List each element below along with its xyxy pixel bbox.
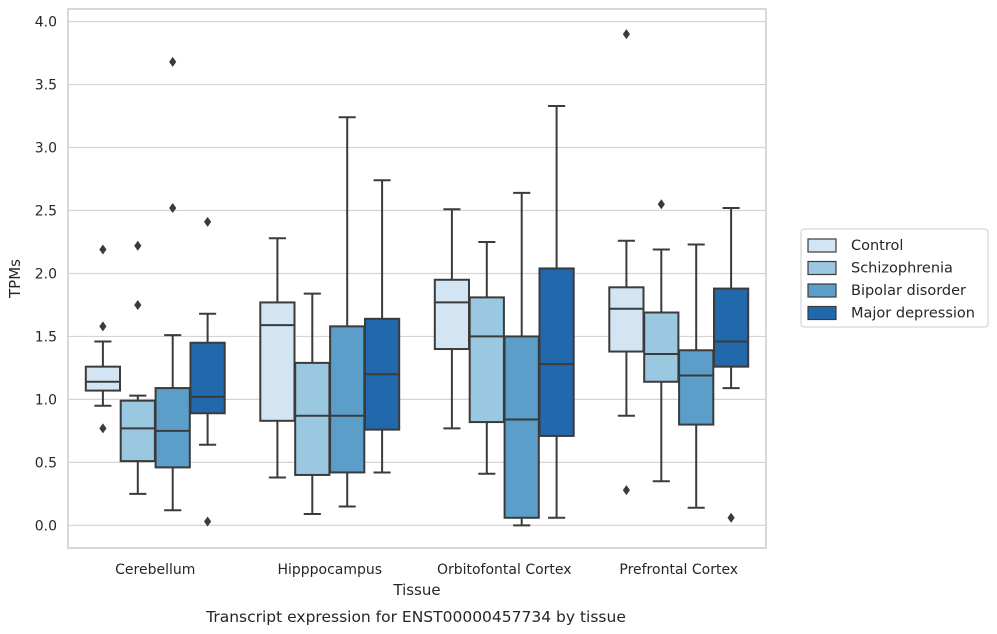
legend-entry-label: Control (851, 238, 903, 254)
y-tick-label: 0.0 (35, 518, 57, 534)
plot-frame (67, 8, 767, 549)
box-bipolar-disorder (503, 191, 540, 527)
outlier-point (99, 244, 107, 255)
box-schizophrenia (119, 240, 156, 495)
outlier-point (204, 516, 212, 527)
box-bipolar-disorder (154, 56, 191, 512)
box-body (154, 387, 191, 469)
outlier-point (169, 56, 177, 67)
y-axis-label: TPMs (6, 259, 24, 299)
box-control (259, 237, 296, 479)
y-tick-label: 1.5 (35, 329, 57, 345)
outlier-point (169, 202, 177, 213)
y-tick-label: 2.5 (35, 203, 57, 219)
box-body (538, 267, 575, 437)
x-tick-label: Cerebellum (115, 562, 195, 578)
y-tick-label: 1.0 (35, 392, 57, 408)
x-tick-label: Hipppocampus (277, 562, 382, 578)
box-body (433, 278, 471, 351)
box-body (294, 361, 331, 476)
box-body (712, 287, 750, 368)
y-tick-label: 3.0 (35, 141, 57, 157)
legend-entry-label: Major depression (851, 306, 975, 322)
chart-caption: Transcript expression for ENST0000045773… (205, 608, 626, 626)
box-body (329, 325, 366, 474)
box-body (468, 296, 505, 424)
box-body (608, 286, 645, 353)
box-body (678, 349, 715, 426)
legend-entry-label: Schizophrenia (851, 261, 953, 277)
box-body (189, 341, 226, 415)
box-major-depression (712, 206, 750, 523)
outlier-point (99, 321, 107, 332)
y-axis-ticks: 0.0 0.5 1.0 1.5 2.0 2.5 3.0 3.5 4.0 (35, 15, 57, 535)
legend-swatch (807, 283, 837, 298)
box-major-depression (538, 104, 575, 519)
box-control (433, 208, 471, 430)
legend-swatch (807, 260, 837, 276)
box-body (119, 399, 156, 463)
box-major-depression (363, 179, 401, 474)
box-body (84, 365, 122, 392)
legend-swatch (807, 305, 837, 321)
legend-frame (800, 228, 989, 328)
outlier-point (134, 299, 142, 310)
box-groups (84, 29, 750, 527)
x-tick-label: Orbitofontal Cortex (437, 562, 572, 578)
outlier-point (622, 485, 630, 496)
x-axis-ticks: Cerebellum Hipppocampus Orbitofontal Corte… (115, 562, 738, 578)
box-schizophrenia (294, 292, 331, 515)
box-schizophrenia (468, 240, 505, 475)
y-tick-label: 3.5 (35, 78, 57, 94)
legend-entry-label: Bipolar disorder (851, 283, 966, 299)
legend: Control Schizophrenia Bipolar disorder Majo… (800, 228, 989, 328)
y-tick-label: 2.0 (35, 266, 57, 282)
box-control (84, 244, 122, 434)
outlier-point (134, 240, 142, 251)
box-control (608, 29, 645, 496)
box-schizophrenia (643, 199, 680, 483)
outlier-point (657, 199, 665, 210)
box-bipolar-disorder (329, 116, 366, 508)
outlier-point (622, 29, 630, 40)
box-body (503, 335, 540, 519)
y-tick-label: 0.5 (35, 455, 57, 471)
box-body (643, 311, 680, 383)
box-body (259, 301, 296, 422)
y-tick-label: 4.0 (35, 15, 57, 31)
box-bipolar-disorder (678, 243, 715, 509)
outlier-point (99, 423, 107, 434)
outlier-point (727, 512, 735, 523)
box-major-depression (189, 216, 226, 527)
x-tick-label: Prefrontal Cortex (619, 562, 738, 578)
outlier-point (204, 216, 212, 227)
legend-swatch (807, 238, 837, 253)
x-axis-label: Tissue (392, 581, 440, 599)
